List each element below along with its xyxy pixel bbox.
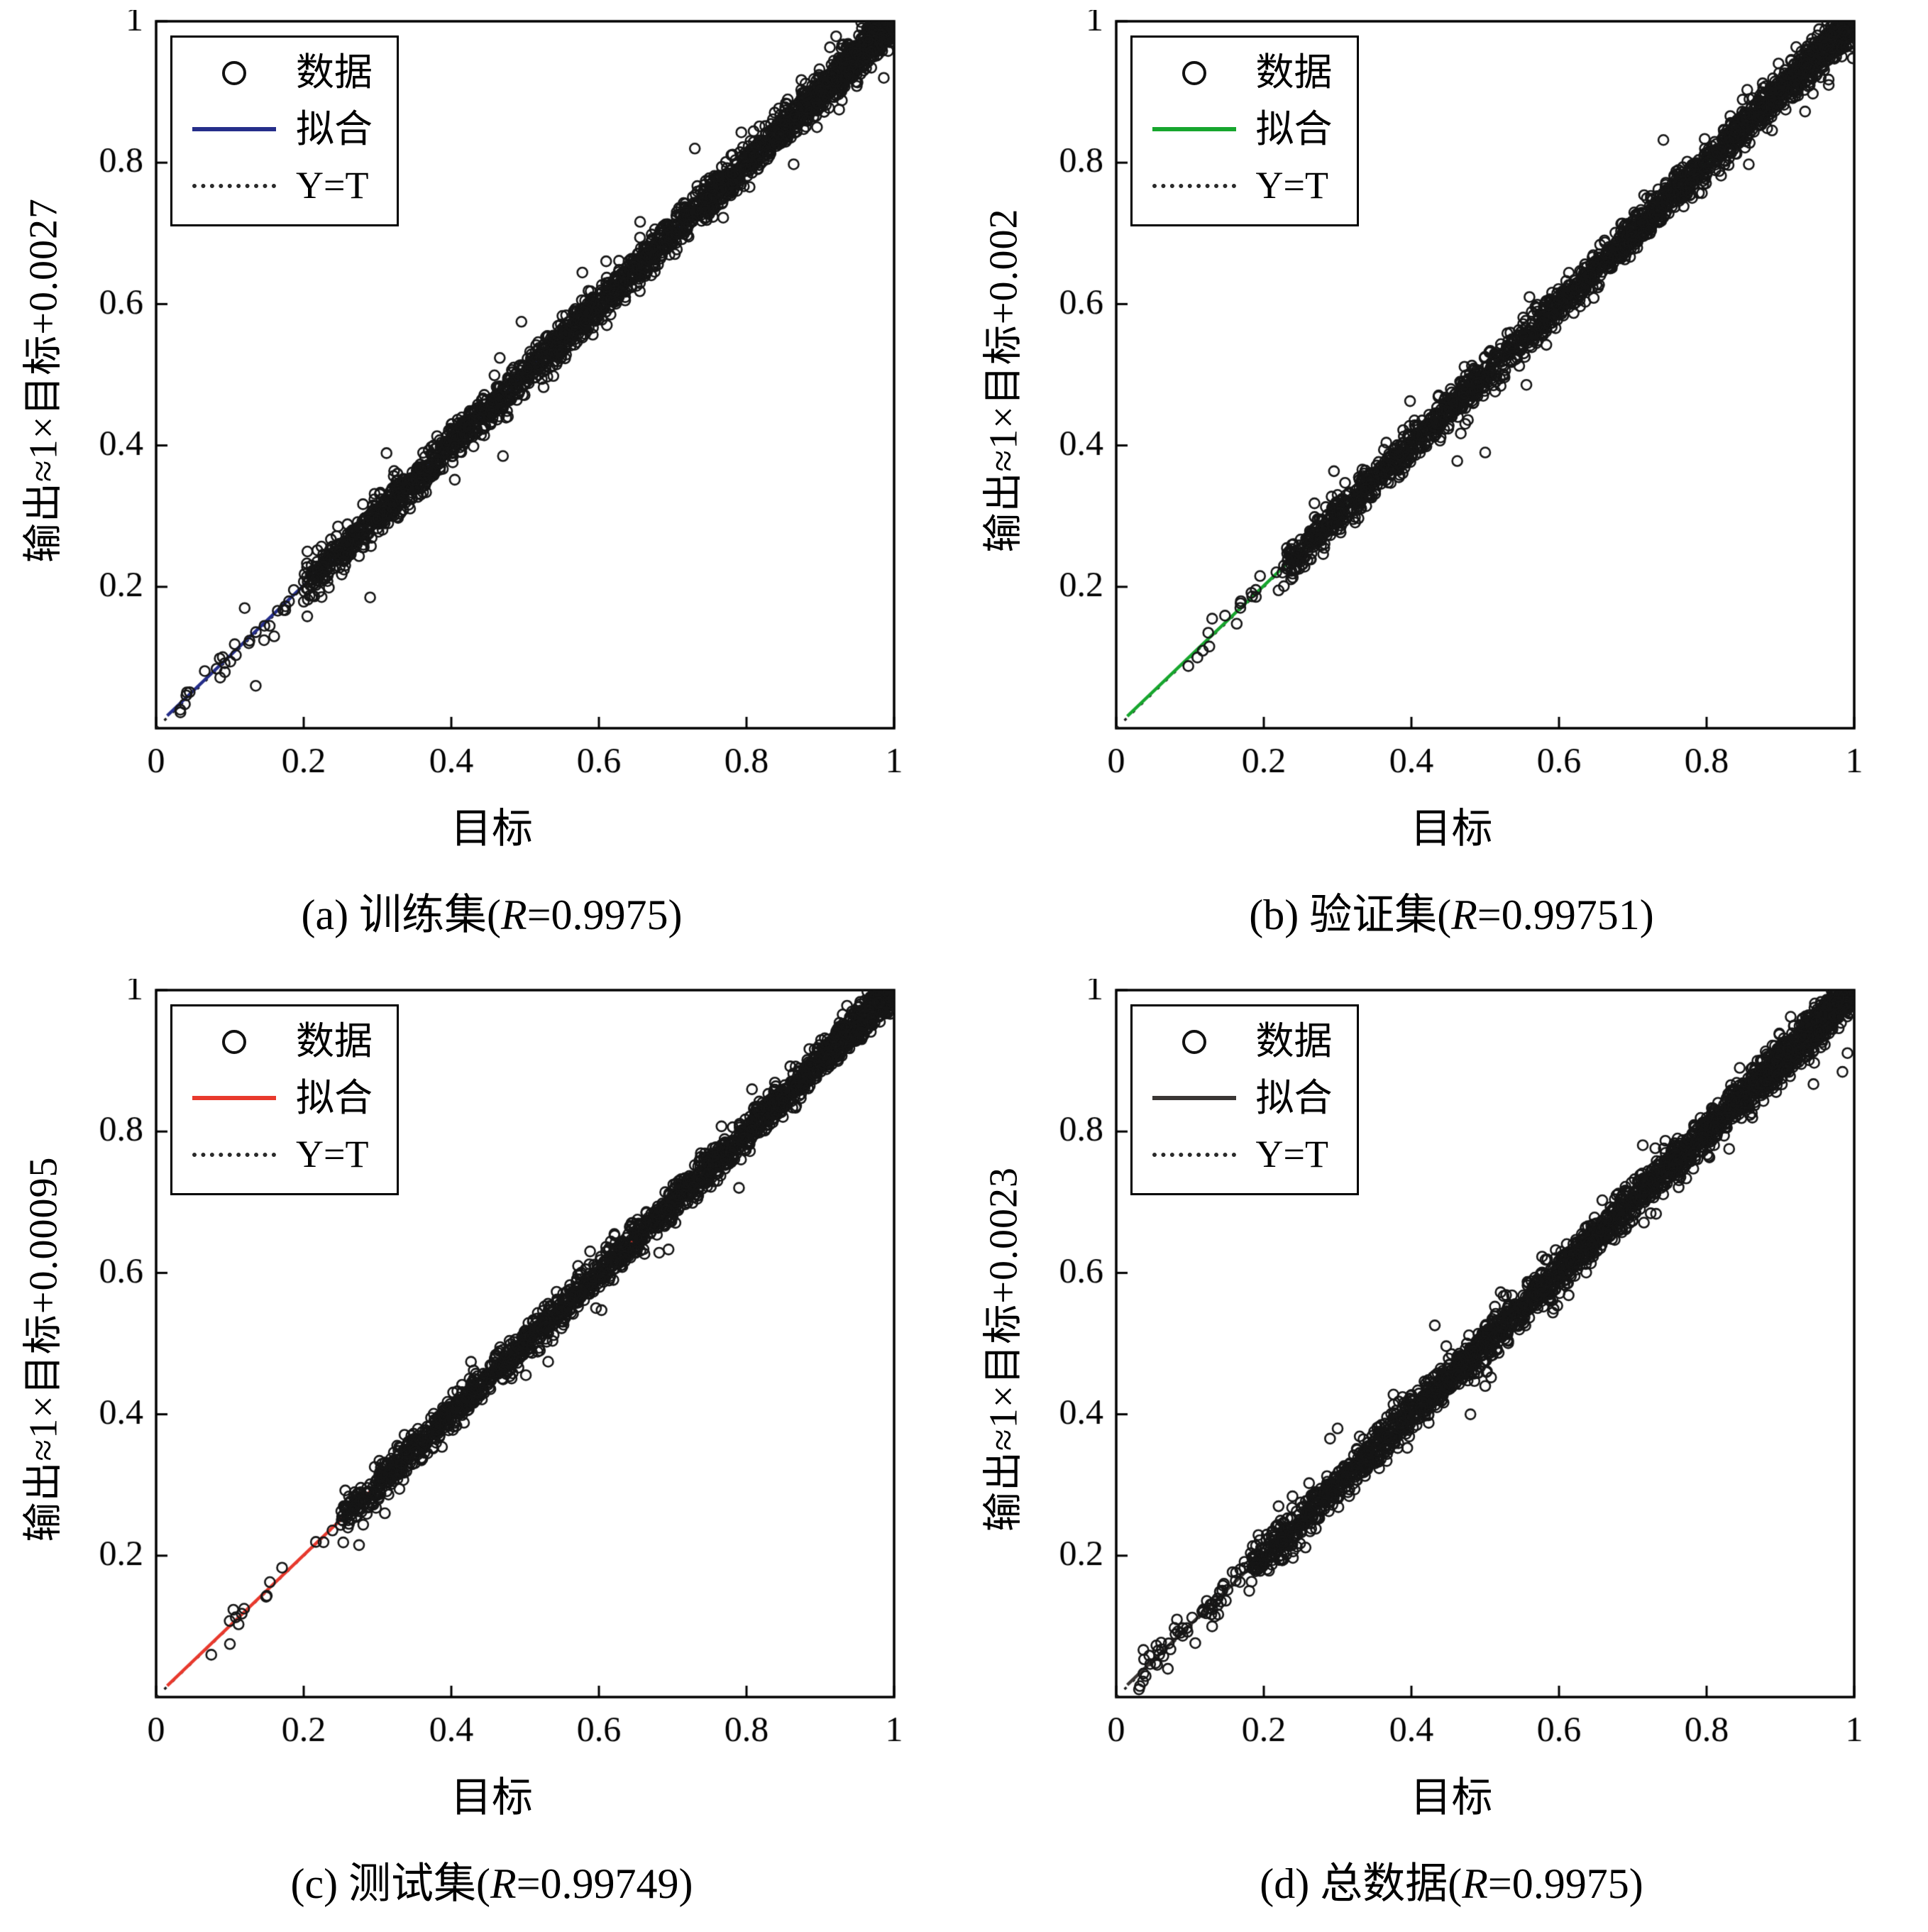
legend-data-label: 数据 [1255, 1020, 1333, 1063]
panel-a-ylabel-text: 输出≈1×目标+0.0027 [21, 197, 66, 563]
legend-fit-label: 拟合 [1255, 1076, 1333, 1119]
legend-entry-identity: Y=T [191, 1131, 373, 1179]
caption-pre: (b) 验证集( [1249, 891, 1452, 938]
legend-data-label: 数据 [1255, 51, 1333, 94]
caption-post: =0.9975) [527, 891, 683, 938]
legend-entry-fit: 拟合 [1151, 106, 1333, 154]
panel-d-plot-column: 数据 拟合 Y=T 目标 (d) 总数据(R=0.9975) [1036, 979, 1867, 1932]
panel-b-legend: 数据 拟合 Y=T [1130, 35, 1359, 226]
legend-data-label: 数据 [296, 51, 373, 94]
panel-d: 输出≈1×目标+0.0023 数据 拟合 Y=T [963, 979, 1923, 1932]
panel-a-caption: (a) 训练集(R=0.9975) [301, 880, 682, 942]
caption-post: =0.9975) [1487, 1860, 1643, 1907]
caption-pre: (d) 总数据( [1260, 1860, 1462, 1907]
legend-identity-label: Y=T [1255, 164, 1328, 207]
identity-line-icon [191, 1152, 277, 1157]
panel-b-plot-area: 数据 拟合 Y=T [1036, 10, 1867, 798]
panel-a-plot-area: 数据 拟合 Y=T [77, 10, 907, 798]
fit-line-icon [1151, 127, 1238, 132]
panel-c-plot-area: 数据 拟合 Y=T [77, 979, 907, 1767]
caption-r: R [1462, 1860, 1488, 1907]
data-marker-icon [1151, 60, 1238, 85]
panel-c-ylabel: 输出≈1×目标+0.00095 [3, 979, 77, 1767]
panel-b: 输出≈1×目标+0.002 数据 拟合 Y=T [963, 10, 1923, 963]
legend-entry-data: 数据 [1151, 49, 1333, 97]
panel-a: 输出≈1×目标+0.0027 数据 拟合 Y=T [3, 10, 963, 963]
panel-b-plot-column: 数据 拟合 Y=T 目标 (b) 验证集(R=0.99751) [1036, 10, 1867, 963]
legend-fit-label: 拟合 [296, 107, 373, 150]
fit-line-icon [191, 127, 277, 132]
legend-identity-label: Y=T [1255, 1133, 1328, 1175]
legend-fit-label: 拟合 [296, 1076, 373, 1119]
panel-d-plot-area: 数据 拟合 Y=T [1036, 979, 1867, 1767]
panel-b-caption: (b) 验证集(R=0.99751) [1249, 880, 1653, 942]
legend-identity-label: Y=T [296, 164, 369, 207]
panel-c-caption: (c) 测试集(R=0.99749) [290, 1849, 693, 1911]
panel-d-xlabel: 目标 [1410, 1774, 1493, 1821]
panel-a-ylabel: 输出≈1×目标+0.0027 [3, 10, 77, 798]
caption-pre: (c) 测试集( [290, 1860, 491, 1907]
panel-d-legend: 数据 拟合 Y=T [1130, 1004, 1359, 1195]
legend-entry-fit: 拟合 [191, 106, 373, 154]
legend-data-label: 数据 [296, 1020, 373, 1063]
panel-c: 输出≈1×目标+0.00095 数据 拟合 Y=T [3, 979, 963, 1932]
panel-d-ylabel-text: 输出≈1×目标+0.0023 [981, 1166, 1025, 1532]
legend-identity-label: Y=T [296, 1133, 369, 1175]
legend-entry-fit: 拟合 [191, 1075, 373, 1123]
identity-line-icon [191, 183, 277, 188]
caption-r: R [490, 1860, 517, 1907]
panel-c-ylabel-text: 输出≈1×目标+0.00095 [21, 1156, 66, 1542]
caption-post: =0.99749) [516, 1860, 693, 1907]
identity-line-icon [1151, 183, 1238, 188]
panel-b-ylabel-text: 输出≈1×目标+0.002 [981, 208, 1025, 553]
panel-d-caption: (d) 总数据(R=0.9975) [1260, 1849, 1643, 1911]
panel-b-ylabel: 输出≈1×目标+0.002 [963, 10, 1037, 798]
panel-a-xlabel: 目标 [450, 806, 533, 852]
legend-entry-data: 数据 [1151, 1018, 1333, 1066]
data-marker-icon [191, 1029, 277, 1054]
panel-c-plot-column: 数据 拟合 Y=T 目标 (c) 测试集(R=0.99749) [77, 979, 907, 1932]
data-marker-icon [191, 60, 277, 85]
panel-b-xlabel: 目标 [1410, 806, 1493, 852]
legend-entry-identity: Y=T [1151, 162, 1333, 210]
caption-r: R [501, 891, 527, 938]
fit-line-icon [191, 1096, 277, 1101]
panel-a-plot-column: 数据 拟合 Y=T 目标 (a) 训练集(R=0.9975) [77, 10, 907, 963]
caption-post: =0.99751) [1477, 891, 1654, 938]
panel-c-legend: 数据 拟合 Y=T [170, 1004, 399, 1195]
caption-r: R [1451, 891, 1477, 938]
legend-entry-identity: Y=T [191, 162, 373, 210]
panel-a-legend: 数据 拟合 Y=T [170, 35, 399, 226]
legend-entry-data: 数据 [191, 1018, 373, 1066]
fit-line-icon [1151, 1096, 1238, 1101]
legend-fit-label: 拟合 [1255, 107, 1333, 150]
caption-pre: (a) 训练集( [301, 891, 502, 938]
panel-c-xlabel: 目标 [450, 1774, 533, 1821]
legend-entry-identity: Y=T [1151, 1131, 1333, 1179]
data-marker-icon [1151, 1029, 1238, 1054]
legend-entry-data: 数据 [191, 49, 373, 97]
legend-entry-fit: 拟合 [1151, 1075, 1333, 1123]
panel-d-ylabel: 输出≈1×目标+0.0023 [963, 979, 1037, 1767]
identity-line-icon [1151, 1152, 1238, 1157]
